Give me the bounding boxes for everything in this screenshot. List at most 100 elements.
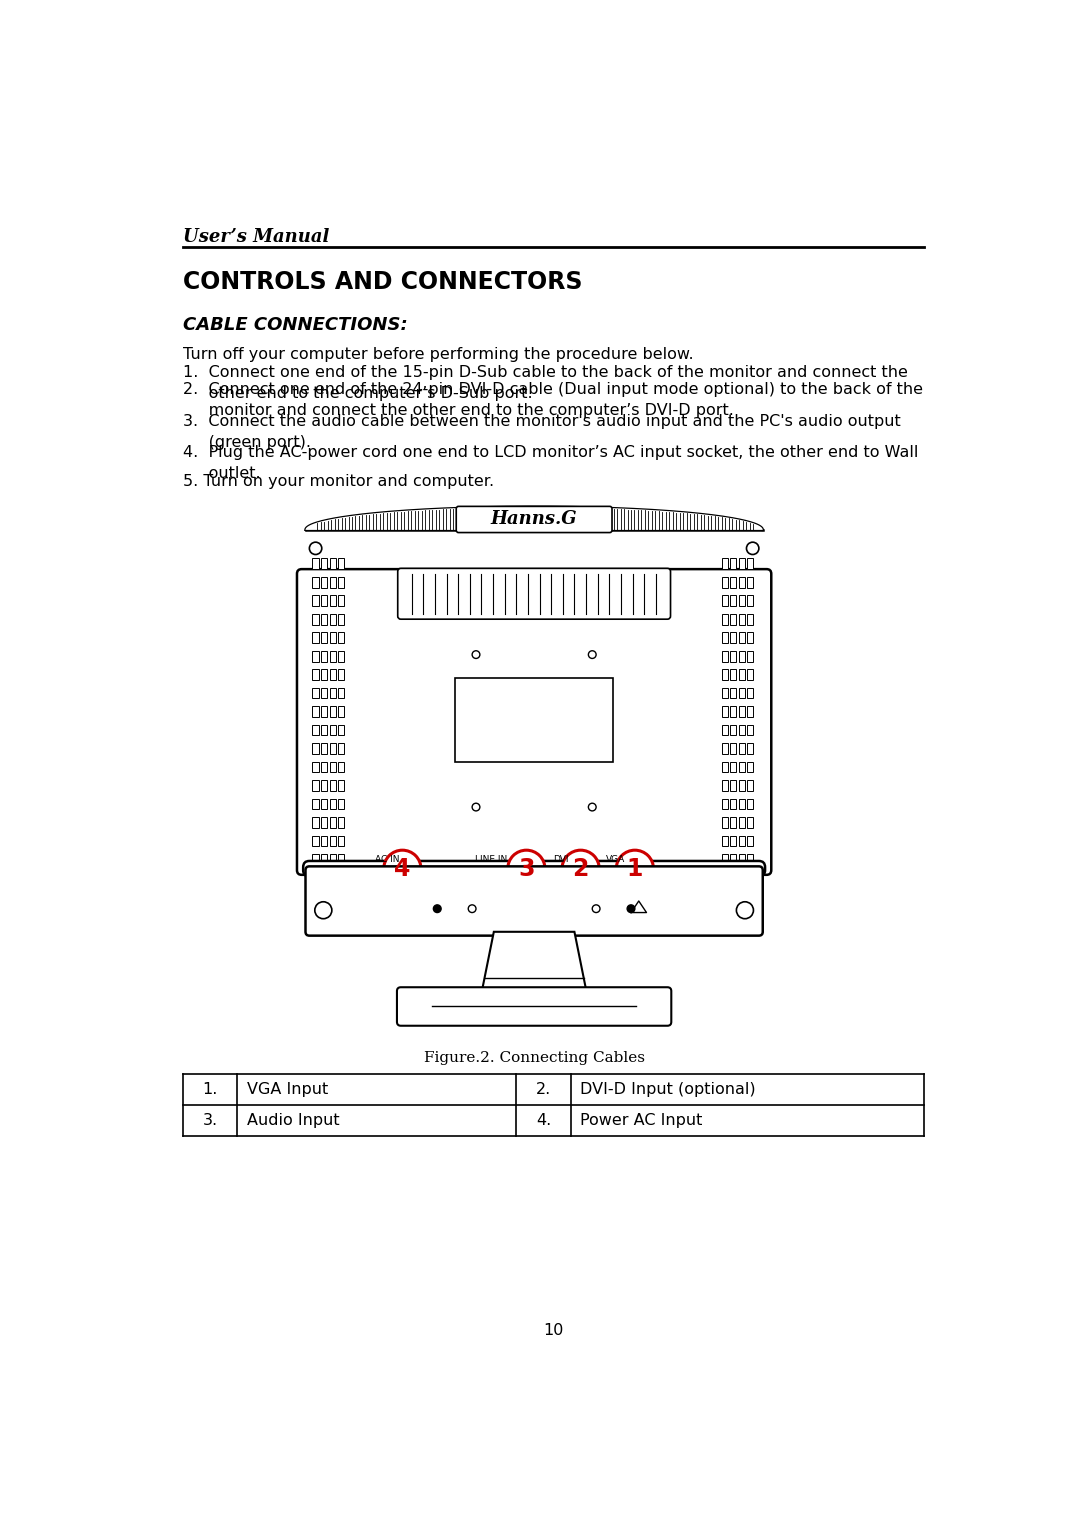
- Bar: [739, 706, 745, 717]
- Bar: [721, 633, 728, 643]
- Bar: [730, 614, 737, 625]
- Bar: [730, 633, 737, 643]
- Text: Turn off your computer before performing the procedure below.: Turn off your computer before performing…: [183, 347, 693, 362]
- Bar: [747, 743, 754, 753]
- Bar: [312, 724, 319, 735]
- Text: Power AC Input: Power AC Input: [580, 1112, 702, 1128]
- Circle shape: [433, 905, 441, 912]
- Bar: [338, 596, 345, 607]
- Bar: [338, 651, 345, 662]
- Bar: [739, 596, 745, 607]
- Circle shape: [383, 850, 421, 888]
- Text: 4: 4: [394, 857, 410, 880]
- Circle shape: [589, 804, 596, 811]
- Text: 4.  Plug the AC-power cord one end to LCD monitor’s AC input socket, the other e: 4. Plug the AC-power cord one end to LCD…: [183, 445, 918, 481]
- Text: 10: 10: [543, 1323, 564, 1339]
- Bar: [312, 614, 319, 625]
- FancyBboxPatch shape: [397, 568, 671, 619]
- Bar: [338, 836, 345, 847]
- Bar: [312, 799, 319, 810]
- Text: 2.: 2.: [536, 1082, 551, 1097]
- Bar: [739, 633, 745, 643]
- Bar: [329, 743, 336, 753]
- Bar: [321, 872, 327, 883]
- Text: CABLE CONNECTIONS:: CABLE CONNECTIONS:: [183, 316, 408, 333]
- Text: 1.  Connect one end of the 15-pin D-Sub cable to the back of the monitor and con: 1. Connect one end of the 15-pin D-Sub c…: [183, 365, 908, 400]
- Bar: [747, 633, 754, 643]
- Bar: [312, 558, 319, 568]
- Bar: [739, 836, 745, 847]
- Text: 3: 3: [518, 857, 535, 880]
- Bar: [321, 781, 327, 792]
- Bar: [312, 817, 319, 828]
- FancyBboxPatch shape: [456, 506, 612, 533]
- Bar: [329, 558, 336, 568]
- Bar: [721, 854, 728, 865]
- Bar: [329, 614, 336, 625]
- Bar: [321, 669, 327, 680]
- Circle shape: [472, 804, 480, 811]
- Bar: [329, 854, 336, 865]
- Bar: [721, 724, 728, 735]
- Circle shape: [508, 850, 545, 888]
- Bar: [747, 836, 754, 847]
- Bar: [739, 854, 745, 865]
- Bar: [321, 743, 327, 753]
- Bar: [312, 761, 319, 773]
- Bar: [338, 761, 345, 773]
- Text: 1.: 1.: [202, 1082, 218, 1097]
- Bar: [338, 872, 345, 883]
- Bar: [312, 781, 319, 792]
- Text: 3.: 3.: [203, 1112, 218, 1128]
- Bar: [730, 578, 737, 588]
- Bar: [721, 669, 728, 680]
- Bar: [730, 799, 737, 810]
- Bar: [739, 669, 745, 680]
- Bar: [338, 558, 345, 568]
- Bar: [321, 614, 327, 625]
- Bar: [721, 651, 728, 662]
- Bar: [747, 578, 754, 588]
- Bar: [739, 614, 745, 625]
- Bar: [739, 688, 745, 698]
- Bar: [730, 669, 737, 680]
- Bar: [329, 836, 336, 847]
- Bar: [730, 761, 737, 773]
- Text: 2: 2: [572, 857, 589, 880]
- Bar: [730, 724, 737, 735]
- Bar: [721, 558, 728, 568]
- Circle shape: [589, 651, 596, 659]
- Bar: [329, 724, 336, 735]
- Bar: [338, 799, 345, 810]
- Bar: [739, 872, 745, 883]
- Bar: [730, 854, 737, 865]
- Bar: [739, 558, 745, 568]
- Bar: [329, 706, 336, 717]
- Bar: [338, 578, 345, 588]
- Bar: [338, 854, 345, 865]
- Bar: [321, 836, 327, 847]
- Bar: [312, 872, 319, 883]
- Text: VGA: VGA: [606, 856, 625, 863]
- Bar: [321, 688, 327, 698]
- Text: LINE IN: LINE IN: [475, 856, 508, 863]
- Bar: [312, 743, 319, 753]
- FancyBboxPatch shape: [306, 866, 762, 935]
- Bar: [321, 854, 327, 865]
- FancyBboxPatch shape: [397, 987, 672, 1025]
- Text: VGA Input: VGA Input: [246, 1082, 328, 1097]
- Circle shape: [472, 651, 480, 659]
- Bar: [321, 724, 327, 735]
- Bar: [338, 688, 345, 698]
- Bar: [747, 669, 754, 680]
- Bar: [730, 651, 737, 662]
- Circle shape: [627, 905, 635, 912]
- Circle shape: [592, 905, 600, 912]
- Bar: [730, 781, 737, 792]
- Bar: [321, 761, 327, 773]
- Bar: [329, 781, 336, 792]
- Bar: [739, 761, 745, 773]
- Circle shape: [562, 850, 599, 888]
- Bar: [329, 669, 336, 680]
- Bar: [321, 799, 327, 810]
